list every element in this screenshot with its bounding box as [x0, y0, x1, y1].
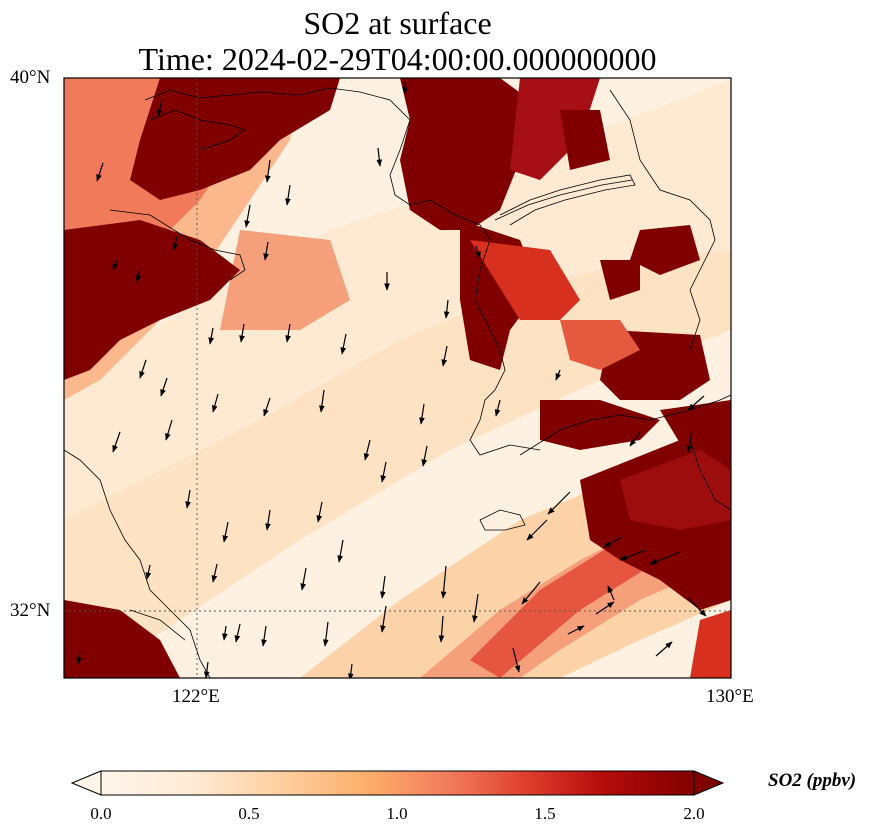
- colorbar-tick: 1.0: [386, 804, 408, 823]
- wind-arrow: [347, 663, 354, 678]
- wind-arrow: [263, 241, 269, 261]
- wind-arrow: [619, 549, 647, 561]
- wind-arrow: [555, 369, 562, 381]
- wind-arrow: [340, 333, 347, 355]
- map-frame: [63, 77, 732, 679]
- wind-arrow: [261, 625, 267, 647]
- lat-tick-40: 40°N: [10, 67, 51, 88]
- wind-arrow: [603, 536, 623, 548]
- wind-arrow: [649, 551, 681, 565]
- wind-arrow: [112, 259, 119, 271]
- wind-arrow: [160, 377, 168, 397]
- wind-arrow: [475, 245, 481, 259]
- wind-arrow: [222, 521, 229, 543]
- wind-arrow: [380, 605, 387, 633]
- wind-arrow: [203, 661, 210, 678]
- wind-arrow: [211, 393, 219, 413]
- country-border: [494, 174, 636, 226]
- wind-arrow: [211, 563, 218, 583]
- wind-arrow: [438, 615, 445, 643]
- wind-arrow: [472, 593, 479, 623]
- wind-arrow: [285, 184, 291, 206]
- wind-arrow: [521, 581, 541, 605]
- wind-arrow: [96, 162, 104, 182]
- wind-arrow: [172, 235, 179, 251]
- lat-tick-32: 32°N: [10, 600, 51, 621]
- wind-arrow: [494, 399, 501, 417]
- wind-arrow: [512, 647, 521, 673]
- wind-arrow: [285, 323, 291, 343]
- wind-arrow: [222, 625, 228, 641]
- wind-arrow: [139, 359, 147, 379]
- map-time: Time: 2024-02-29T04:00:00.000000000: [138, 41, 657, 77]
- lon-tick-130: 130°E: [706, 686, 754, 707]
- wind-vectors: [76, 82, 707, 678]
- wind-arrow: [376, 147, 383, 167]
- wind-arrow: [687, 597, 707, 617]
- wind-arrow: [319, 389, 325, 413]
- coastlines: [64, 87, 731, 678]
- gridlines: [64, 78, 731, 678]
- wind-arrow: [322, 621, 329, 647]
- lon-tick-122: 122°E: [172, 686, 220, 707]
- wind-arrow: [316, 501, 323, 523]
- wind-arrow: [607, 585, 615, 601]
- wind-arrow: [363, 439, 371, 461]
- wind-arrow: [380, 575, 386, 599]
- colorbar-tick: 0.0: [90, 804, 112, 823]
- wind-arrow: [145, 564, 152, 580]
- colorbar: [70, 770, 725, 796]
- wind-arrow: [112, 431, 121, 453]
- wind-arrow: [185, 489, 191, 509]
- map-title: SO2 at surface: [303, 5, 492, 41]
- so2-field: [64, 78, 731, 678]
- wind-arrow: [265, 509, 271, 531]
- wind-arrow: [300, 567, 307, 591]
- wind-arrow: [443, 299, 450, 319]
- wind-arrow: [156, 99, 163, 117]
- wind-arrow: [567, 625, 585, 635]
- wind-arrow: [76, 651, 82, 665]
- wind-arrow: [265, 159, 271, 183]
- wind-arrow: [234, 623, 241, 643]
- wind-arrow: [244, 204, 251, 228]
- wind-arrow: [380, 461, 387, 483]
- wind-arrow: [686, 431, 693, 453]
- wind-arrow: [629, 431, 641, 447]
- wind-arrow: [135, 267, 142, 283]
- wind-arrow: [595, 601, 615, 615]
- colorbar-tick: 0.5: [238, 804, 260, 823]
- wind-arrow: [263, 397, 271, 417]
- colorbar-label: SO2 (ppbv): [768, 770, 857, 791]
- wind-arrow: [547, 491, 571, 515]
- wind-arrow: [421, 445, 428, 467]
- wind-arrow: [687, 395, 705, 411]
- wind-arrow: [655, 641, 673, 657]
- wind-arrow: [337, 539, 344, 563]
- wind-arrow: [208, 327, 215, 345]
- colorbar-tick: 2.0: [683, 804, 705, 823]
- colorbar-tick: 1.5: [534, 804, 556, 823]
- wind-arrow: [165, 419, 173, 441]
- wind-arrow: [239, 323, 245, 343]
- wind-arrow: [441, 345, 448, 367]
- wind-arrow: [419, 403, 425, 425]
- wind-arrow: [526, 519, 548, 541]
- wind-arrow: [440, 565, 447, 599]
